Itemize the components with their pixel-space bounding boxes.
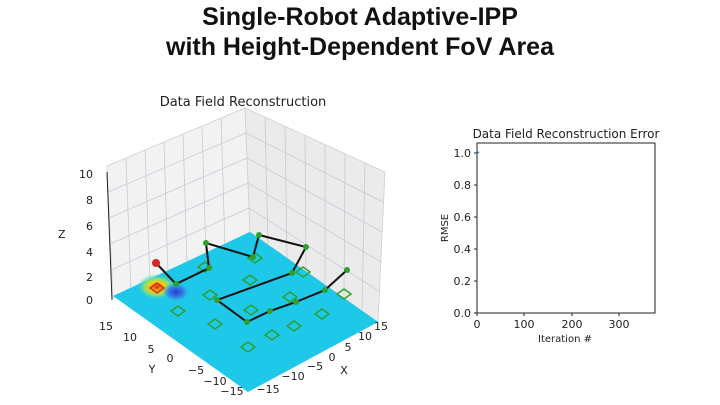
svg-text:5: 5	[345, 341, 352, 354]
rmse-x-axis-label: Iteration #	[538, 334, 592, 345]
rmse-x-tick-labels: 0 100 200 300	[474, 318, 630, 331]
rmse-series-line	[476, 151, 480, 154]
svg-text:−10: −10	[203, 375, 226, 388]
y-tick-labels: 15 10 5 0 −5 −10 −15	[99, 320, 244, 398]
svg-text:−15: −15	[220, 385, 243, 398]
svg-text:0: 0	[474, 318, 481, 331]
rmse-y-tick-labels: 0.0 0.2 0.4 0.6 0.8 1.0	[454, 147, 472, 320]
robot-position-marker	[152, 259, 160, 267]
svg-text:2: 2	[86, 271, 93, 284]
plot3d: Data Field Reconstruction	[58, 95, 388, 398]
current-fov-square	[148, 282, 166, 294]
svg-text:0.6: 0.6	[454, 211, 472, 224]
svg-text:0.0: 0.0	[454, 307, 472, 320]
z-tick-labels: 0 2 4 6 8 10	[79, 168, 93, 307]
svg-text:200: 200	[562, 318, 583, 331]
svg-text:0: 0	[86, 294, 93, 307]
svg-text:−15: −15	[256, 383, 279, 396]
svg-text:15: 15	[374, 320, 388, 333]
svg-text:10: 10	[123, 331, 137, 344]
figure-title-line2: with Height-Dependent FoV Area	[166, 33, 554, 61]
svg-text:5: 5	[148, 343, 155, 356]
svg-text:300: 300	[609, 318, 630, 331]
svg-text:0: 0	[167, 352, 174, 365]
svg-text:10: 10	[358, 330, 372, 343]
y-axis-label: Y	[148, 363, 156, 376]
figure-title-line1: Single-Robot Adaptive-IPP	[202, 3, 518, 31]
svg-text:0: 0	[329, 351, 336, 364]
x-axis-label: X	[340, 364, 348, 377]
svg-text:100: 100	[514, 318, 535, 331]
data-surface	[113, 232, 378, 392]
z-axis-line	[106, 171, 113, 301]
hotspot-trough	[162, 282, 190, 302]
z-axis-label: Z	[58, 228, 66, 241]
x-tick-labels: −15 −10 −5 0 5 10 15	[256, 320, 388, 396]
path-nodes	[173, 232, 350, 325]
svg-text:0.4: 0.4	[454, 243, 472, 256]
plot2d-title: Data Field Reconstruction Error	[473, 127, 660, 141]
svg-text:8: 8	[86, 194, 93, 207]
rmse-y-axis-label: RMSE	[440, 214, 451, 242]
y-ticks	[474, 152, 477, 314]
plot2d: Data Field Reconstruction Error 0.0 0.2 …	[440, 127, 659, 345]
svg-text:10: 10	[79, 168, 93, 181]
robot-path	[155, 233, 348, 324]
svg-text:6: 6	[86, 220, 93, 233]
svg-text:15: 15	[99, 320, 113, 333]
svg-text:0.2: 0.2	[454, 275, 472, 288]
plot3d-title: Data Field Reconstruction	[160, 95, 327, 110]
svg-text:−10: −10	[281, 370, 304, 383]
plot2d-axes	[476, 142, 656, 314]
svg-text:4: 4	[86, 246, 93, 259]
grid-lines	[107, 116, 384, 310]
svg-text:0.8: 0.8	[454, 179, 472, 192]
x-ticks	[476, 313, 620, 316]
svg-text:−5: −5	[188, 364, 204, 377]
svg-text:1.0: 1.0	[454, 147, 472, 160]
svg-text:−5: −5	[307, 360, 323, 373]
